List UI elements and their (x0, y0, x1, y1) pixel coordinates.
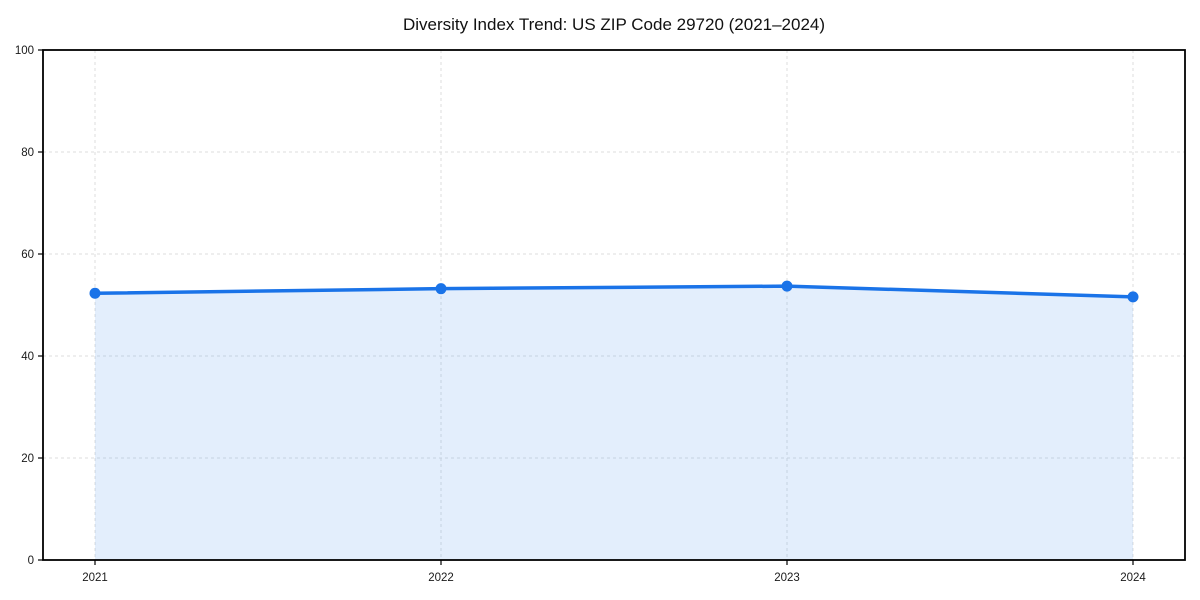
x-tick-label: 2021 (82, 572, 108, 584)
axis-ticks: 0 20 40 60 80 100 2021 2022 2023 2024 (15, 45, 1147, 584)
x-tick-label: 2022 (428, 572, 454, 584)
data-point (1127, 291, 1139, 303)
y-tick-label: 0 (28, 555, 34, 567)
data-point (89, 287, 101, 299)
data-point (435, 283, 447, 295)
y-tick-label: 80 (21, 147, 34, 159)
trend-line (93, 284, 1135, 299)
area-fill (95, 286, 1133, 560)
y-tick-label: 100 (15, 45, 34, 57)
gridlines (43, 50, 1185, 560)
x-tick-label: 2023 (774, 572, 800, 584)
y-tick-label: 60 (21, 249, 34, 261)
x-tick-label: 2024 (1120, 572, 1146, 584)
y-tick-label: 40 (21, 351, 34, 363)
chart-title: Diversity Index Trend: US ZIP Code 29720… (403, 15, 825, 34)
y-tick-label: 20 (21, 453, 34, 465)
plot-border (42, 49, 1186, 561)
data-point (781, 280, 793, 292)
